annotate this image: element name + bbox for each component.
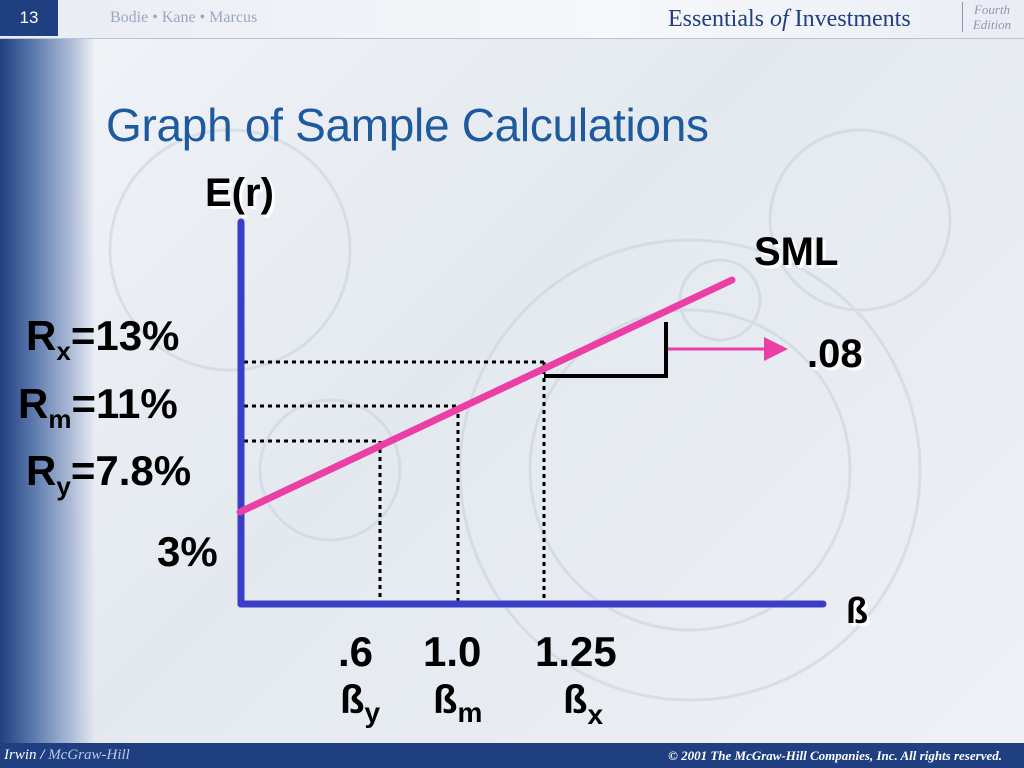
x-axis-label-shadow: ß [849,593,871,634]
beta-m-main: ß [433,678,457,722]
beta-y-main: ß [340,678,364,722]
beta-x-label: ßx [563,678,603,730]
beta-x-main: ß [563,678,587,722]
beta-m-sub: m [457,697,482,728]
sml-label-shadow: SML [757,233,841,277]
publisher: Irwin / McGraw-Hill [4,747,130,764]
label-rx-main: R [26,312,56,359]
book-title-of: of [770,6,789,32]
y-axis-label-shadow: E(r) [208,174,277,218]
edition-line2: Edition [972,17,1012,32]
authors: Bodie • Kane • Marcus [110,9,258,26]
book-title-part1: Essentials [668,6,764,32]
header-bar: 13 Bodie • Kane • Marcus Essentials of I… [0,0,1024,39]
label-ry-rest: =7.8% [71,447,191,494]
sml-line [236,276,736,516]
label-rx-rest: =13% [71,312,180,359]
publisher-right: McGraw-Hill [48,747,130,763]
label-ry-main: R [26,447,56,494]
copyright: © 2001 The McGraw-Hill Companies, Inc. A… [668,748,1002,763]
publisher-separator: / [40,747,45,763]
label-rm-main: R [18,380,48,427]
publisher-left: Irwin [4,747,37,763]
x-value-by: .6 [338,628,373,675]
slope-label: .08 [807,332,863,376]
slide-number: 13 [0,0,58,36]
page-title: Graph of Sample Calculations [106,99,709,151]
book-title: Essentials of Investments [668,6,911,33]
label-ry: Ry=7.8% [26,447,191,501]
beta-y-sub: y [364,697,380,728]
left-decorative-band [0,38,95,743]
footer: Irwin / McGraw-Hill © 2001 The McGraw-Hi… [0,743,1024,768]
slope-label-shadow: .08 [810,335,866,379]
label-ry-sub: y [56,471,71,501]
edition-line1: Fourth [973,2,1011,17]
intercept-label: 3% [157,528,218,575]
x-value-bx: 1.25 [535,628,617,675]
beta-y-label: ßy [340,678,380,728]
beta-m-label: ßm [433,678,482,728]
x-value-bm: 1.0 [423,628,481,675]
label-rx-sub: x [56,336,71,366]
label-rm-rest: =11% [71,380,177,427]
edition: Fourth Edition [962,2,1021,32]
sml-label: SML [754,230,838,274]
label-rx: Rx=13% [26,312,179,366]
label-rm-sub: m [48,404,71,434]
slope-triangle [544,322,668,378]
beta-x-sub: x [587,699,603,730]
x-axis-label: ß [846,590,868,631]
book-title-part2: Investments [794,6,911,32]
label-rm: Rm=11% [18,380,178,434]
y-axis-label: E(r) [205,171,274,215]
